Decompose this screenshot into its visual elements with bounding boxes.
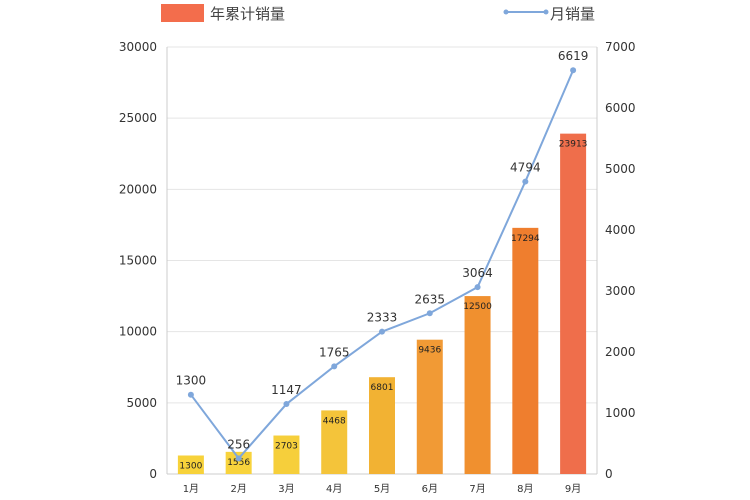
category-tick-label: 3月: [278, 483, 294, 495]
bar: [560, 133, 587, 474]
right-tick-label: 7000: [605, 40, 636, 54]
category-tick-label: 6月: [422, 483, 438, 495]
line-point: [570, 67, 577, 74]
bar: [321, 410, 348, 474]
line-value-label: 3064: [462, 266, 493, 280]
line-value-label: 2333: [367, 311, 398, 325]
left-tick-label: 15000: [119, 254, 157, 268]
right-tick-label: 4000: [605, 223, 636, 237]
left-axis: 0 5000 10000 15000 20000 25000 30000: [119, 40, 157, 481]
right-tick-label: 2000: [605, 345, 636, 359]
category-tick-label: 4月: [326, 483, 342, 495]
bar-value-label: 9436: [418, 346, 441, 356]
line-point: [379, 328, 385, 335]
line-point: [187, 391, 194, 398]
line-value-label: 2635: [415, 292, 446, 306]
bar-value-label: 23913: [559, 140, 588, 150]
right-tick-label: 3000: [605, 284, 636, 298]
bar: [369, 377, 395, 474]
legend-bar-label: 年累计销量: [210, 5, 285, 23]
line-point: [283, 401, 290, 408]
category-tick-label: 2月: [230, 483, 246, 495]
line-value-label: 1147: [271, 383, 302, 397]
bar: [273, 435, 300, 474]
bar-series: 1300 1556 2703 4468 6801 9436 12500 17294 23913: [177, 133, 588, 474]
bar-value-label: 4468: [323, 416, 346, 426]
line-value-label: 6619: [558, 49, 589, 63]
line-value-label: 4794: [510, 161, 541, 175]
bar: [225, 451, 252, 474]
legend-bar-swatch: [161, 4, 204, 22]
line-value-label: 256: [227, 437, 250, 451]
category-tick-label: 5月: [374, 483, 390, 495]
right-axis: 0 1000 2000 3000 4000 5000 6000 7000: [605, 40, 636, 481]
bar-value-label: 12500: [463, 302, 492, 312]
bar-value-label: 2703: [275, 442, 298, 452]
left-tick-label: 0: [149, 467, 157, 481]
bar-value-label: 6801: [371, 383, 394, 393]
bar: [464, 296, 491, 474]
bar-value-label: 17294: [511, 234, 540, 244]
category-tick-label: 1月: [183, 483, 199, 495]
right-tick-label: 0: [605, 467, 613, 481]
category-tick-label: 9月: [565, 483, 581, 495]
bar: [416, 339, 443, 474]
line-point: [522, 178, 529, 185]
line-point: [235, 455, 242, 462]
left-tick-label: 25000: [119, 111, 157, 125]
right-tick-label: 1000: [605, 406, 636, 420]
line-point: [426, 310, 433, 317]
bar: [177, 455, 204, 474]
right-tick-label: 6000: [605, 101, 636, 115]
bar-value-label: 1300: [179, 461, 202, 471]
left-tick-label: 30000: [119, 40, 157, 54]
line-series: 1300 256 1147 1765 2333 2635 3064 4794 6619: [176, 49, 589, 462]
bar-value-label: 1556: [227, 458, 250, 468]
legend: 年累计销量 月销量: [161, 4, 595, 23]
left-tick-label: 20000: [119, 182, 157, 196]
left-tick-label: 10000: [119, 325, 157, 339]
legend-line-marker: [503, 9, 509, 15]
line-point: [331, 363, 338, 370]
left-tick-label: 5000: [126, 396, 157, 410]
line-value-label: 1300: [176, 374, 207, 388]
bar: [512, 227, 539, 474]
line-point: [474, 284, 481, 291]
right-tick-label: 5000: [605, 162, 636, 176]
legend-line-label: 月销量: [550, 5, 595, 23]
category-axis: 1月 2月 3月 4月 5月 6月 7月 8月 9月: [183, 483, 582, 495]
legend-line-marker: [543, 9, 549, 15]
category-tick-label: 7月: [469, 483, 485, 495]
category-tick-label: 8月: [517, 483, 533, 495]
line-value-label: 1765: [319, 345, 350, 359]
